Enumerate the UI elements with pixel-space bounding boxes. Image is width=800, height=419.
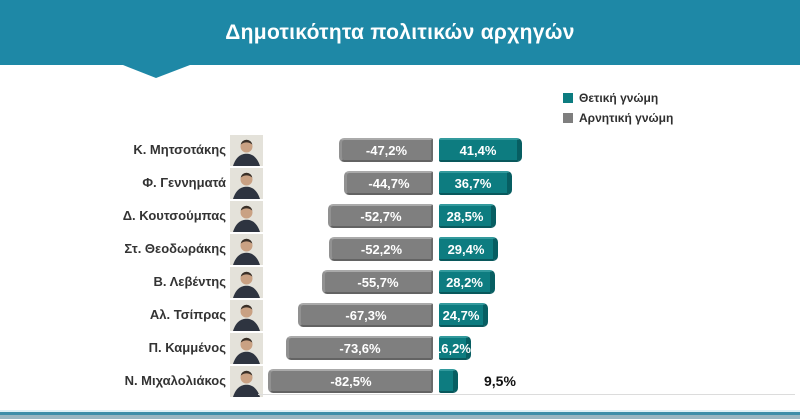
leader-photo: [230, 267, 263, 298]
negative-value-label: -52,2%: [360, 241, 403, 257]
positive-bar: 29,4%: [439, 237, 498, 261]
negative-value-label: -44,7%: [368, 175, 410, 191]
legend-label-positive: Θετική γνώμη: [579, 91, 659, 105]
chart-title: Δημοτικότητα πολιτικών αρχηγών: [225, 20, 575, 44]
negative-bar: -73,6%: [286, 336, 433, 360]
positive-value-label: 16,2%: [434, 340, 471, 356]
positive-bar: [439, 369, 458, 393]
chart-row: Π. Καμμένος -73,6% 16,2%: [0, 333, 800, 364]
leader-photo: [230, 168, 263, 199]
header-notch-decoration: [123, 65, 190, 78]
negative-value-label: -55,7%: [357, 274, 399, 290]
negative-value-label: -52,7%: [360, 208, 402, 224]
positive-bar: 24,7%: [439, 303, 488, 327]
negative-bar: -47,2%: [339, 138, 433, 162]
positive-bar: 28,5%: [439, 204, 496, 228]
leader-name: Φ. Γεννηματά: [142, 175, 226, 190]
positive-value-label: 41,4%: [459, 142, 497, 158]
negative-value-label: -73,6%: [339, 340, 381, 356]
leader-name: Ν. Μιχαλολιάκος: [124, 373, 226, 388]
negative-value-label: -47,2%: [365, 142, 408, 158]
leader-photo: [230, 201, 263, 232]
positive-bar: 28,2%: [439, 270, 495, 294]
positive-value-label: 24,7%: [442, 307, 480, 323]
positive-value-label: 28,5%: [446, 208, 484, 224]
negative-swatch-icon: [563, 113, 573, 123]
leader-name: Β. Λεβέντης: [153, 274, 226, 289]
leader-name: Π. Καμμένος: [148, 340, 226, 355]
footer-stripe-dark: [0, 412, 800, 415]
legend-item-positive: Θετική γνώμη: [563, 88, 673, 108]
positive-value-label: 36,7%: [454, 175, 492, 191]
negative-bar: -55,7%: [322, 270, 433, 294]
footer-stripe-decoration: [0, 410, 800, 419]
chart-row: Κ. Μητσοτάκης -47,2% 41,4%: [0, 135, 800, 166]
person-silhouette-icon: [230, 201, 263, 232]
chart-row: Δ. Κουτσούμπας -52,7% 28,5%: [0, 201, 800, 232]
chart-row: Φ. Γεννηματά -44,7% 36,7%: [0, 168, 800, 199]
negative-bar: -52,2%: [329, 237, 433, 261]
person-silhouette-icon: [230, 267, 263, 298]
person-silhouette-icon: [230, 333, 263, 364]
footer-stripe-mid: [0, 415, 800, 419]
leader-name: Δ. Κουτσούμπας: [122, 208, 226, 223]
positive-value-label: 28,2%: [446, 274, 483, 290]
legend: Θετική γνώμη Αρνητική γνώμη: [563, 88, 673, 128]
positive-bar: 16,2%: [434, 336, 471, 360]
leader-name: Κ. Μητσοτάκης: [133, 142, 226, 157]
negative-bar: -44,7%: [344, 171, 433, 195]
leader-name: Στ. Θεοδωράκης: [124, 241, 226, 256]
person-silhouette-icon: [230, 234, 263, 265]
leader-photo: [230, 333, 263, 364]
chart-baseline: [258, 394, 795, 395]
negative-bar: -67,3%: [298, 303, 433, 327]
positive-bar: 41,4%: [439, 138, 522, 162]
negative-value-label: -67,3%: [345, 307, 387, 323]
person-silhouette-icon: [230, 168, 263, 199]
person-silhouette-icon: [230, 135, 263, 166]
negative-value-label: -82,5%: [330, 373, 372, 389]
person-silhouette-icon: [230, 366, 263, 397]
positive-bar: 36,7%: [439, 171, 512, 195]
positive-value-label-outside: 9,5%: [484, 373, 516, 389]
leader-photo: [230, 234, 263, 265]
chart-row: Ν. Μιχαλολιάκος -82,5% 9,5%: [0, 366, 800, 397]
person-silhouette-icon: [230, 300, 263, 331]
chart-row: Αλ. Τσίπρας -67,3% 24,7%: [0, 300, 800, 331]
leader-photo: [230, 300, 263, 331]
legend-label-negative: Αρνητική γνώμη: [579, 111, 674, 125]
negative-bar: -52,7%: [328, 204, 433, 228]
positive-value-label: 29,4%: [447, 241, 485, 257]
leader-name: Αλ. Τσίπρας: [149, 307, 226, 322]
chart-row: Β. Λεβέντης -55,7% 28,2%: [0, 267, 800, 298]
footer-stripe-light: [0, 410, 800, 412]
legend-item-negative: Αρνητική γνώμη: [563, 108, 673, 128]
negative-bar: -82,5%: [268, 369, 433, 393]
positive-swatch-icon: [563, 93, 573, 103]
chart-row: Στ. Θεοδωράκης -52,2% 29,4%: [0, 234, 800, 265]
header-banner: Δημοτικότητα πολιτικών αρχηγών: [0, 0, 800, 65]
leader-photo: [230, 135, 263, 166]
leader-photo: [230, 366, 263, 397]
